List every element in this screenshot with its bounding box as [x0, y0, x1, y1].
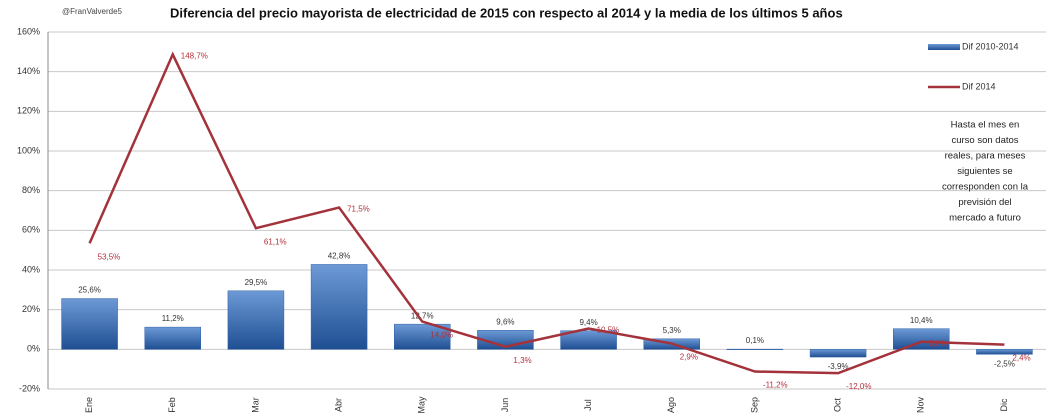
x-tick-label: Jul [583, 399, 593, 411]
x-tick-label: Ago [666, 397, 676, 413]
bar-label: 9,6% [496, 317, 514, 326]
legend-label: Dif 2010-2014 [962, 41, 1019, 51]
y-tick-label: 40% [22, 264, 40, 274]
annotation: reales, para meses [945, 151, 1026, 162]
annotation: previsión del [958, 197, 1011, 208]
x-tick-label: Jun [500, 398, 510, 413]
y-tick-label: 140% [17, 66, 40, 76]
line-label: 10,5% [597, 326, 620, 335]
bar-label: 29,5% [245, 278, 268, 287]
line-label: 61,1% [264, 237, 287, 246]
x-tick-label: Oct [832, 398, 842, 413]
chart-title: Diferencia del precio mayorista de elect… [170, 5, 843, 20]
line-label: 53,5% [98, 252, 121, 261]
x-tick-label: Sep [749, 397, 759, 413]
line [88, 51, 1005, 375]
y-tick-label: 80% [22, 185, 40, 195]
line-label: 3,8% [929, 339, 947, 348]
legend-label: Dif 2014 [962, 81, 996, 91]
y-tick-label: 0% [27, 344, 40, 354]
bar-label: 25,6% [78, 286, 101, 295]
bar-label: 42,8% [328, 252, 351, 261]
bar-label: 9,4% [579, 318, 597, 327]
bar-label: 12,7% [411, 311, 434, 320]
annotation: corresponden con la [942, 182, 1029, 193]
line-label: 71,5% [347, 205, 370, 214]
y-tick-label: 100% [17, 145, 40, 155]
y-tick-label: -20% [19, 383, 40, 393]
x-tick-label: Mar [250, 397, 260, 413]
annotation: Hasta el mes en [951, 120, 1020, 131]
line-label: 1,3% [513, 356, 531, 365]
bar-label: 11,2% [162, 314, 184, 323]
bar [726, 348, 784, 350]
x-tick-label: Abr [333, 398, 343, 412]
bar-label: 10,4% [910, 316, 933, 325]
bar [976, 349, 1033, 355]
x-tick-label: Dic [999, 398, 1009, 411]
bar [227, 290, 285, 350]
annotation: curso son datos [951, 135, 1018, 146]
bar-label: -3,9% [828, 362, 849, 371]
annotation: siguientes se [957, 166, 1012, 177]
bar-label: -2,5% [994, 359, 1015, 368]
y-tick-label: 160% [17, 26, 40, 36]
x-tick-label: Ene [84, 397, 94, 413]
line-label: -12,0% [846, 382, 871, 391]
source: @FranValverde5 [62, 7, 123, 16]
x-tick-label: Nov [916, 397, 926, 414]
line-label: 148,7% [181, 52, 208, 61]
line-label: 14,0% [430, 331, 453, 340]
line-label: 2,4% [1012, 354, 1030, 363]
line-label: 2,9% [680, 353, 698, 362]
bar [310, 264, 368, 350]
bar [893, 328, 950, 350]
annotation: mercado a futuro [949, 213, 1021, 224]
x-tick-label: Feb [167, 397, 177, 413]
bar [144, 326, 201, 350]
bar [809, 349, 867, 358]
legend-swatch [928, 44, 960, 50]
bar [61, 298, 118, 350]
x-tick-label: May [417, 396, 427, 414]
line-label: -11,2% [763, 381, 788, 390]
y-tick-label: 60% [22, 225, 40, 235]
bar-label: 0,1% [746, 336, 764, 345]
y-tick-label: 20% [22, 304, 40, 314]
bar [560, 330, 617, 350]
bar-label: 5,3% [663, 326, 681, 335]
y-tick-label: 120% [17, 106, 40, 116]
